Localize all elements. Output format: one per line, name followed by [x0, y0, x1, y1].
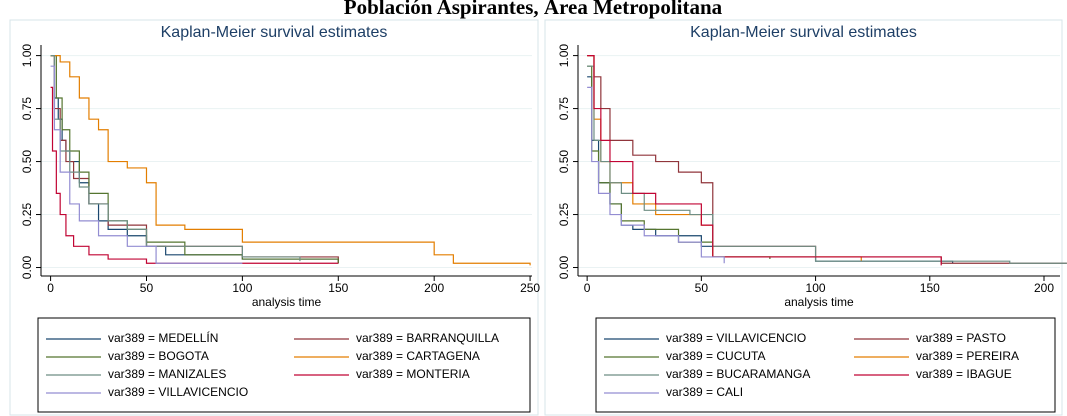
y-tick-label: 0.50: [20, 150, 34, 174]
x-tick-label: 200: [424, 281, 444, 295]
legend-label: var389 = MANIZALES: [108, 367, 226, 381]
survival-curve: [50, 54, 339, 264]
x-tick-label: 50: [695, 281, 709, 295]
legend-label: var389 = BARRANQUILLA: [356, 331, 499, 345]
x-axis-label: analysis time: [784, 295, 854, 309]
legend-label: var389 = PEREIRA: [916, 349, 1019, 363]
legend-label: var389 = CUCUTA: [666, 349, 765, 363]
survival-curve: [587, 65, 1067, 264]
y-tick-label: 0.25: [20, 203, 34, 227]
survival-curve: [587, 54, 942, 266]
legend-label: var389 = BUCARAMANGA: [666, 367, 810, 381]
y-tick-label: 0.00: [557, 256, 571, 280]
x-tick-label: 50: [140, 281, 154, 295]
legend-box: [595, 317, 1056, 413]
plot-title: Kaplan-Meier survival estimates: [161, 24, 388, 41]
y-tick-label: 0.00: [20, 256, 34, 280]
x-tick-label: 0: [584, 281, 591, 295]
x-tick-label: 100: [806, 281, 826, 295]
x-tick-label: 0: [47, 281, 54, 295]
y-tick-label: 0.25: [557, 203, 571, 227]
legend-label: var389 = CARTAGENA: [356, 349, 480, 363]
y-tick-label: 1.00: [20, 44, 34, 68]
x-tick-label: 100: [232, 281, 252, 295]
legend-label: var389 = VILLAVICENCIO: [108, 385, 248, 399]
legend-label: var389 = VILLAVICENCIO: [666, 331, 806, 345]
y-tick-label: 0.50: [557, 150, 571, 174]
y-tick-label: 1.00: [557, 44, 571, 68]
x-tick-label: 150: [328, 281, 348, 295]
survival-curve: [50, 86, 339, 264]
legend-label: var389 = BOGOTA: [108, 349, 209, 363]
x-tick-label: 150: [920, 281, 940, 295]
y-tick-label: 0.75: [20, 97, 34, 121]
x-tick-label: 200: [1034, 281, 1054, 295]
legend-label: var389 = MONTERIA: [356, 367, 470, 381]
page-title: Población Aspirantes, Área Metropolitana: [344, 0, 723, 19]
survival-curve: [50, 65, 243, 264]
survival-curve: [587, 86, 725, 264]
legend-label: var389 = PASTO: [916, 331, 1006, 345]
y-tick-label: 0.75: [557, 97, 571, 121]
legend-label: var389 = IBAGUE: [916, 367, 1012, 381]
x-axis-label: analysis time: [252, 295, 322, 309]
legend-box: [37, 317, 531, 413]
legend-label: var389 = CALI: [666, 385, 743, 399]
x-tick-label: 250: [520, 281, 540, 295]
survival-curve: [50, 54, 531, 266]
plot-title: Kaplan-Meier survival estimates: [690, 24, 917, 41]
legend-label: var389 = MEDELLÍN: [108, 330, 218, 345]
